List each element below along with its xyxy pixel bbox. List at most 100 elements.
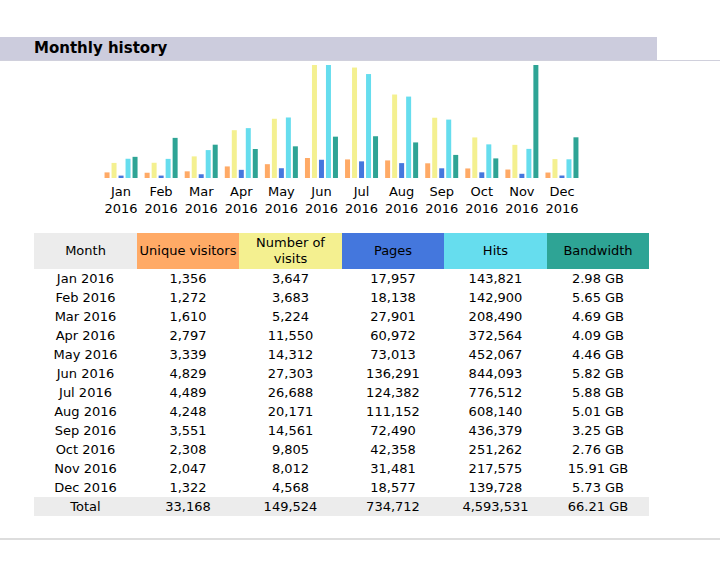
html-text:Hits: Hits (482, 243, 509, 258)
html-text:2.98 GB: 2.98 GB (572, 271, 624, 286)
svg-text:2016: 2016 (505, 201, 538, 216)
html-text:Apr 2016: Apr 2016 (55, 328, 116, 343)
html-text:Feb 2016: Feb 2016 (55, 290, 116, 305)
html-text:111,152: 111,152 (366, 404, 420, 419)
html-text:5.82 GB: 5.82 GB (572, 366, 624, 381)
html-text:4,829: 4,829 (169, 366, 207, 381)
html-text:3,647: 3,647 (271, 271, 310, 286)
html-text:372,564: 372,564 (468, 328, 523, 343)
svg-text:2016: 2016 (225, 201, 258, 216)
html-text:Month: Month (65, 243, 106, 258)
html-text:142,900: 142,900 (468, 290, 523, 305)
html-text:Jul 2016: Jul 2016 (59, 385, 112, 400)
html-text:1,356: 1,356 (169, 271, 207, 286)
html-text:2,047: 2,047 (169, 461, 207, 476)
svg-text:2016: 2016 (345, 201, 378, 216)
html-text:136,291: 136,291 (366, 366, 420, 381)
html-text:42,358: 42,358 (370, 442, 416, 457)
html-text:4.09 GB: 4.09 GB (572, 328, 624, 343)
svg-text:Nov: Nov (509, 184, 535, 199)
html-text:9,805: 9,805 (271, 442, 310, 457)
html-text:4.69 GB: 4.69 GB (572, 309, 624, 324)
html-text:4,489: 4,489 (169, 385, 207, 400)
html-text:251,262: 251,262 (468, 442, 523, 457)
html-text:72,490: 72,490 (370, 423, 416, 438)
html-text:Jun 2016: Jun 2016 (56, 366, 115, 381)
svg-text:2016: 2016 (185, 201, 218, 216)
html-text:Mar 2016: Mar 2016 (54, 309, 117, 324)
html-text:Monthly history: Monthly history (34, 39, 168, 57)
svg-text:2016: 2016 (305, 201, 338, 216)
svg-text:2016: 2016 (104, 201, 137, 216)
html-text:Sep 2016: Sep 2016 (54, 423, 117, 438)
html-text:18,138: 18,138 (370, 290, 416, 305)
html-text:608,140: 608,140 (468, 404, 523, 419)
html-text:4.46 GB: 4.46 GB (572, 347, 624, 362)
html-text:31,481: 31,481 (370, 461, 416, 476)
svg-text:Oct: Oct (471, 184, 493, 199)
html-text:Number of visits: Number of visits (256, 235, 325, 266)
html-text:3,551: 3,551 (169, 423, 207, 438)
svg-text:Dec: Dec (549, 184, 574, 199)
html-text:Nov 2016: Nov 2016 (54, 461, 117, 476)
svg-text:2016: 2016 (265, 201, 298, 216)
html-text:5,224: 5,224 (271, 309, 310, 324)
html-text:Oct 2016: Oct 2016 (55, 442, 116, 457)
svg-text:Mar: Mar (189, 184, 214, 199)
html-text:15.91 GB: 15.91 GB (567, 461, 629, 476)
svg-text:2016: 2016 (385, 201, 418, 216)
html-text:2,797: 2,797 (169, 328, 207, 343)
html-text:217,575: 217,575 (468, 461, 523, 476)
html-text:14,561: 14,561 (267, 423, 314, 438)
html-text:20,171: 20,171 (267, 404, 314, 419)
html-text:4,248: 4,248 (169, 404, 207, 419)
html-text:May 2016: May 2016 (53, 347, 118, 362)
html-text:Unique visitors: Unique visitors (139, 243, 237, 258)
svg-text:May: May (268, 184, 295, 199)
html-text:8,012: 8,012 (271, 461, 310, 476)
html-text:1,272: 1,272 (169, 290, 207, 305)
html-text:3.25 GB: 3.25 GB (572, 423, 624, 438)
html-text:Aug 2016: Aug 2016 (54, 404, 117, 419)
html-text:11,550: 11,550 (267, 328, 314, 343)
html-text:3,339: 3,339 (169, 347, 207, 362)
html-text:26,688: 26,688 (267, 385, 314, 400)
svg-text:Apr: Apr (230, 184, 253, 199)
svg-text:Aug: Aug (389, 184, 414, 199)
svg-text:2016: 2016 (465, 201, 498, 216)
html-text:4,568: 4,568 (271, 480, 310, 495)
svg-text:Feb: Feb (150, 184, 173, 199)
html-text:3,683: 3,683 (271, 290, 310, 305)
html-text:5.01 GB: 5.01 GB (572, 404, 624, 419)
html-text:452,067: 452,067 (468, 347, 523, 362)
svg-text:2016: 2016 (545, 201, 578, 216)
svg-text:2016: 2016 (425, 201, 458, 216)
svg-text:Jan: Jan (110, 184, 131, 199)
html-text:1,610: 1,610 (169, 309, 207, 324)
html-text:776,512: 776,512 (468, 385, 523, 400)
html-text:17,957: 17,957 (370, 271, 416, 286)
html-text:2,308: 2,308 (169, 442, 207, 457)
html-text:60,972: 60,972 (370, 328, 416, 343)
html-text:1,322: 1,322 (169, 480, 207, 495)
html-text:Pages: Pages (373, 243, 413, 258)
html-text:14,312: 14,312 (267, 347, 314, 362)
html-text:5.88 GB: 5.88 GB (572, 385, 624, 400)
html-text:5.65 GB: 5.65 GB (572, 290, 624, 305)
html-text:Bandwidth: Bandwidth (563, 243, 633, 258)
html-text:Dec 2016: Dec 2016 (54, 480, 117, 495)
html-text:124,382: 124,382 (366, 385, 420, 400)
html-text:844,093: 844,093 (468, 366, 523, 381)
html-text:73,013: 73,013 (370, 347, 416, 362)
html-text:Jan 2016: Jan 2016 (56, 271, 115, 286)
svg-text:Jul: Jul (353, 184, 370, 199)
html-text:436,379: 436,379 (468, 423, 523, 438)
html-text:27,901: 27,901 (370, 309, 416, 324)
html-text:143,821: 143,821 (468, 271, 523, 286)
html-text:27,303: 27,303 (267, 366, 314, 381)
svg-text:2016: 2016 (145, 201, 178, 216)
html-text:2.76 GB: 2.76 GB (572, 442, 624, 457)
svg-text:Sep: Sep (429, 184, 454, 199)
html-text:208,490: 208,490 (468, 309, 523, 324)
svg-text:Jun: Jun (310, 184, 331, 199)
